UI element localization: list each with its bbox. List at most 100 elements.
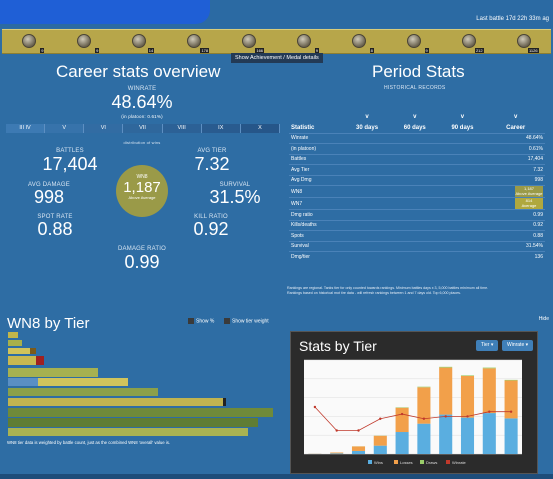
wn8-tier-bar bbox=[8, 388, 158, 396]
col-90-days[interactable]: 90 days bbox=[451, 124, 474, 131]
medal-details-tooltip[interactable]: Show Achievement / Medal details bbox=[231, 53, 323, 63]
medal-3-icon[interactable]: 14 bbox=[130, 33, 155, 53]
medal-disc bbox=[461, 34, 476, 48]
medal-4-icon[interactable]: 178 bbox=[185, 33, 210, 53]
draws-bar bbox=[439, 366, 453, 368]
battles-label: BATTLES bbox=[56, 148, 84, 154]
tier-dropdown[interactable]: Tier ▾ bbox=[476, 340, 499, 351]
medal-count: 14 bbox=[147, 48, 155, 53]
avg-tier-label: AVG TIER bbox=[197, 148, 227, 154]
toggle-30-days[interactable]: v bbox=[365, 114, 369, 121]
medal-disc bbox=[132, 34, 147, 48]
losses-bar bbox=[417, 387, 431, 424]
winrate-point bbox=[509, 410, 513, 413]
kill-ratio-value: 0.92 bbox=[193, 219, 229, 239]
wn8-value: 1,187 bbox=[123, 179, 161, 196]
table-row: Dmg/tier 136 bbox=[289, 251, 545, 262]
stat-name: Spots bbox=[289, 230, 344, 241]
tier-label: III IV bbox=[6, 124, 46, 133]
empty-cell bbox=[343, 197, 391, 210]
hide-link[interactable]: Hide bbox=[538, 316, 549, 322]
winrate-point bbox=[466, 415, 469, 418]
losses-bar bbox=[373, 435, 387, 446]
empty-cell bbox=[343, 174, 391, 186]
empty-cell bbox=[343, 240, 391, 252]
wn8-tier-bar bbox=[8, 356, 36, 365]
empty-cell bbox=[343, 153, 391, 165]
col-career[interactable]: Career bbox=[506, 124, 526, 131]
wn8-tier-caption: WN8 tier data is weighted by battle coun… bbox=[7, 440, 171, 445]
rating-text: Above Average bbox=[515, 190, 543, 196]
top-bar-highlight bbox=[0, 0, 210, 24]
spot-rate-value: 0.88 bbox=[37, 219, 73, 239]
empty-cell bbox=[343, 132, 391, 144]
winrate-dropdown-label: Winrate bbox=[507, 342, 525, 348]
table-row: Avg Dmg 998 bbox=[289, 174, 545, 186]
toggle-90-days[interactable]: v bbox=[460, 114, 465, 121]
medal-disc bbox=[77, 34, 92, 48]
career-value: 0.61% bbox=[486, 143, 545, 154]
medal-10-icon[interactable]: 1126 bbox=[515, 33, 539, 53]
career-value: 7.32 bbox=[486, 164, 545, 175]
medal-7-icon[interactable]: 8 bbox=[350, 33, 374, 53]
medal-disc bbox=[296, 34, 311, 48]
col-60-days[interactable]: 60 days bbox=[403, 124, 426, 131]
career-value: 48.64% bbox=[486, 132, 545, 144]
winrate-dropdown[interactable]: Winrate ▾ bbox=[502, 340, 534, 351]
legend-swatch bbox=[394, 460, 398, 464]
damage-ratio-label: DAMAGE RATIO bbox=[118, 246, 166, 252]
toggle-60-days[interactable]: v bbox=[413, 114, 417, 121]
checkbox-box[interactable] bbox=[224, 318, 230, 324]
medal-5-icon[interactable]: 166 bbox=[240, 33, 265, 53]
caret-down-icon: ▾ bbox=[525, 342, 529, 348]
avg-damage-label: AVG DAMAGE bbox=[28, 182, 70, 188]
winrate-point bbox=[488, 410, 491, 413]
losses-bar bbox=[351, 446, 366, 451]
tier-label: V bbox=[45, 124, 85, 133]
medal-disc bbox=[22, 34, 37, 48]
rating-value: 1,187 bbox=[523, 186, 534, 191]
wins-bar bbox=[330, 453, 344, 454]
medal-9-icon[interactable]: 212 bbox=[460, 33, 484, 53]
medal-count: 1126 bbox=[527, 48, 539, 53]
draws-bar bbox=[482, 367, 496, 369]
stat-name: Avg Dmg bbox=[289, 174, 344, 186]
medal-1-icon[interactable]: 9 bbox=[20, 33, 45, 53]
table-row: Kills/deaths 0.92 bbox=[289, 219, 545, 231]
rating-badge: 814 Average bbox=[515, 198, 543, 209]
winrate-point bbox=[422, 417, 426, 420]
career-title: Career stats overview bbox=[56, 62, 221, 81]
legend-swatch bbox=[368, 460, 372, 464]
medal-6-icon[interactable]: 9 bbox=[295, 33, 319, 53]
empty-cell bbox=[390, 209, 439, 220]
show-percent-checkbox[interactable]: Show % bbox=[188, 318, 214, 324]
rating-badge: 1,187 Above Average bbox=[515, 186, 543, 197]
toggle-career[interactable]: v bbox=[513, 114, 518, 121]
show-percent-label: Show % bbox=[196, 318, 215, 325]
wn8-tier-bar bbox=[8, 378, 38, 386]
empty-cell bbox=[343, 209, 391, 220]
wn8-tier-bar bbox=[8, 398, 223, 406]
last-battle-text: Last battle 17d 22h 33m ag bbox=[476, 16, 549, 22]
medal-2-icon[interactable]: 9 bbox=[75, 33, 100, 53]
wn8-tier-bar bbox=[36, 356, 44, 365]
losses-bar bbox=[439, 367, 453, 415]
medal-disc bbox=[406, 34, 421, 48]
show-tier-weight-checkbox[interactable]: Show tier weight bbox=[224, 318, 269, 324]
wins-bar bbox=[395, 432, 409, 454]
winrate-point bbox=[400, 412, 404, 416]
medal-strip[interactable]: 9 9 14 178 166 9 8 9 212 1126 bbox=[2, 29, 551, 54]
career-value: 0.92 bbox=[486, 219, 545, 231]
stat-name: Avg Tier bbox=[289, 164, 344, 175]
legend-swatch bbox=[420, 460, 424, 464]
career-value: 0.99 bbox=[486, 209, 545, 220]
wn8-tier-bar bbox=[8, 408, 273, 417]
table-row: Survival 31.54% bbox=[289, 240, 545, 252]
col-30-days[interactable]: 30 days bbox=[356, 124, 379, 131]
table-row: (in platoon) 0.61% bbox=[289, 143, 545, 154]
empty-cell bbox=[390, 197, 439, 210]
legend-label: Losses bbox=[400, 460, 413, 465]
wins-bar bbox=[504, 418, 518, 454]
medal-8-icon[interactable]: 9 bbox=[405, 33, 429, 53]
checkbox-box[interactable] bbox=[188, 318, 194, 324]
